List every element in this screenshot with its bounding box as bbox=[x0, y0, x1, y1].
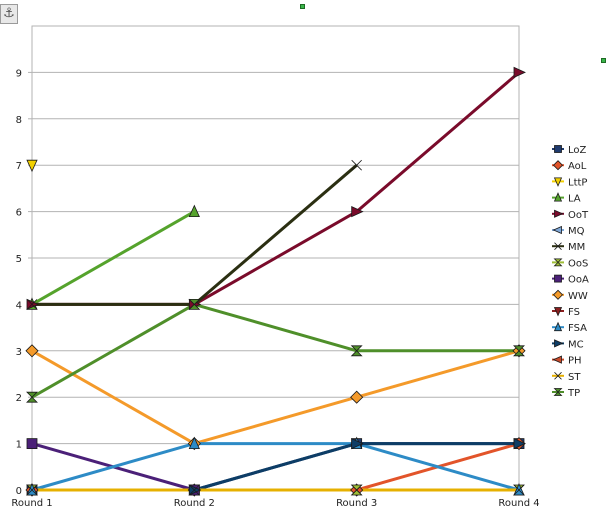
data-point-TP bbox=[26, 391, 38, 403]
selection-handle-top[interactable] bbox=[300, 4, 305, 9]
y-tick-label: 6 bbox=[16, 208, 22, 219]
y-tick-label: 5 bbox=[16, 254, 22, 265]
legend-label-WW: WW bbox=[568, 291, 588, 302]
data-point-MC bbox=[513, 437, 526, 450]
y-tick-label: 7 bbox=[16, 161, 22, 172]
legend-marker-OoA bbox=[554, 274, 562, 283]
y-tick-label: 2 bbox=[16, 393, 22, 404]
data-point-OoT bbox=[513, 66, 526, 79]
legend-label-OoA: OoA bbox=[568, 275, 589, 286]
legend-label-LoZ: LoZ bbox=[568, 145, 587, 156]
legend-label-LA: LA bbox=[568, 194, 581, 205]
data-point-TP bbox=[513, 345, 525, 357]
series-line-FSA bbox=[31, 442, 520, 492]
y-tick-label: 8 bbox=[16, 115, 22, 126]
y-tick-label: 9 bbox=[16, 68, 22, 79]
data-point-OoA bbox=[26, 438, 38, 450]
x-tick-label: Round 4 bbox=[498, 498, 539, 509]
data-point-FSA bbox=[188, 436, 200, 450]
legend-label-FS: FS bbox=[568, 307, 580, 318]
series-line-WW bbox=[31, 349, 520, 446]
anchor-icon[interactable]: ⚓ bbox=[0, 4, 18, 24]
legend-label-LttP: LttP bbox=[568, 177, 587, 188]
legend-label-TP: TP bbox=[567, 388, 580, 399]
legend-marker-PH bbox=[552, 355, 562, 364]
y-tick-label: 4 bbox=[16, 300, 22, 311]
x-tick-label: Round 3 bbox=[336, 498, 377, 509]
legend-label-PH: PH bbox=[568, 356, 582, 367]
legend-marker-OoS bbox=[553, 258, 563, 267]
legend-label-MM: MM bbox=[568, 242, 585, 253]
legend-marker-WW bbox=[552, 289, 564, 300]
legend-marker-OoT bbox=[554, 209, 564, 218]
selection-handle-right[interactable] bbox=[601, 58, 606, 63]
legend-label-MC: MC bbox=[568, 339, 584, 350]
data-point-MC bbox=[351, 437, 364, 450]
legend-marker-TP bbox=[553, 388, 563, 396]
x-tick-label: Round 2 bbox=[174, 498, 215, 509]
legend-marker-AoL bbox=[552, 160, 564, 171]
legend-label-AoL: AoL bbox=[568, 161, 587, 172]
series-line-LA bbox=[31, 210, 196, 306]
data-point-MM bbox=[351, 159, 362, 171]
legend-label-OoS: OoS bbox=[568, 258, 588, 269]
legend-marker-LttP bbox=[553, 177, 563, 187]
data-point-OoT bbox=[351, 205, 364, 218]
legend-label-OoT: OoT bbox=[568, 210, 589, 221]
legend-label-FSA: FSA bbox=[568, 323, 587, 334]
legend-marker-LoZ bbox=[554, 145, 562, 153]
legend-marker-MM bbox=[554, 242, 562, 250]
legend-marker-ST bbox=[554, 372, 562, 380]
data-point-ST bbox=[189, 484, 200, 496]
data-point-ST bbox=[26, 484, 38, 496]
data-point-WW bbox=[350, 390, 364, 404]
legend-label-MQ: MQ bbox=[568, 226, 585, 237]
series-line-TP bbox=[31, 302, 519, 399]
data-point-MM bbox=[26, 299, 38, 310]
legend-label-ST: ST bbox=[568, 372, 581, 383]
x-tick-label: Round 1 bbox=[11, 498, 52, 509]
legend-marker-MQ bbox=[552, 225, 562, 235]
legend-marker-FS bbox=[553, 307, 563, 317]
data-point-TP bbox=[188, 298, 201, 310]
y-tick-label: 0 bbox=[16, 486, 22, 497]
data-point-LA bbox=[188, 204, 200, 218]
legend-marker-LA bbox=[553, 192, 563, 202]
data-point-WW bbox=[25, 344, 39, 358]
data-point-ST bbox=[351, 484, 362, 496]
data-point-ST bbox=[513, 484, 525, 496]
legend-marker-FSA bbox=[553, 321, 563, 332]
y-tick-label: 1 bbox=[16, 440, 22, 451]
data-point-LttP bbox=[26, 159, 38, 173]
data-point-TP bbox=[350, 345, 363, 357]
y-tick-label: 3 bbox=[16, 347, 22, 358]
legend-marker-MC bbox=[554, 339, 564, 348]
